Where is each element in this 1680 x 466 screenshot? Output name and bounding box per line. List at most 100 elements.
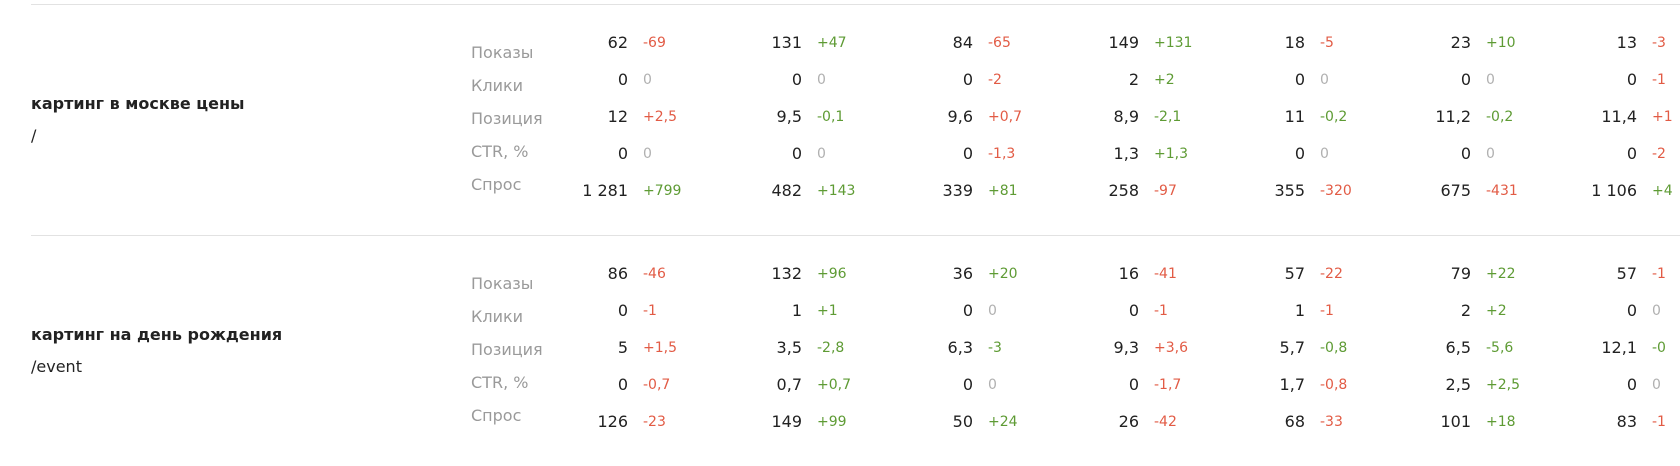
metric-value: 83 <box>1616 412 1637 431</box>
metric-value: 0 <box>617 70 628 89</box>
metric-value: 0 <box>1460 70 1471 89</box>
metric-value: 1 106 <box>1591 181 1637 200</box>
metric-value: 355 <box>1274 181 1305 200</box>
metric-value: 12 <box>607 107 628 126</box>
metric-value: 0 <box>617 301 628 320</box>
metric-delta: -1 <box>643 303 657 319</box>
query-path: /event <box>31 357 82 376</box>
query-path: / <box>31 126 37 145</box>
metric-label: Спрос <box>471 175 522 194</box>
metric-value: 5,7 <box>1279 338 1305 357</box>
metric-value: 339 <box>942 181 973 200</box>
metric-value: 126 <box>597 412 628 431</box>
metric-value: 5 <box>617 338 628 357</box>
metric-delta: 0 <box>1486 72 1495 88</box>
metric-delta: +47 <box>817 35 847 51</box>
metric-delta: +99 <box>817 414 847 430</box>
metric-label: Показы <box>471 274 534 293</box>
metric-value: 258 <box>1108 181 1139 200</box>
metric-value: 2 <box>1460 301 1471 320</box>
metric-delta: +2 <box>1154 72 1175 88</box>
metric-value: 0 <box>1626 301 1637 320</box>
metric-value: 0 <box>1294 144 1305 163</box>
metric-value: 0 <box>962 70 973 89</box>
metric-value: 9,6 <box>947 107 973 126</box>
metric-delta: -0,1 <box>817 109 845 125</box>
metric-value: 1,3 <box>1113 144 1139 163</box>
metric-delta: -97 <box>1154 183 1177 199</box>
metric-value: 131 <box>771 33 802 52</box>
metric-delta: 0 <box>1486 146 1495 162</box>
metric-value: 1 <box>1294 301 1305 320</box>
metric-value: 1 281 <box>582 181 628 200</box>
metric-value: 9,3 <box>1113 338 1139 357</box>
metric-delta: +24 <box>988 414 1018 430</box>
metric-delta: 0 <box>1652 303 1661 319</box>
metric-delta: -1 <box>1652 414 1666 430</box>
metric-delta: -0 <box>1652 340 1666 356</box>
metric-delta: 0 <box>817 72 826 88</box>
metric-value: 1,7 <box>1279 375 1305 394</box>
metric-value: 149 <box>771 412 802 431</box>
metric-delta: -0,2 <box>1486 109 1514 125</box>
metric-delta: -1 <box>1652 72 1666 88</box>
metric-delta: -431 <box>1486 183 1518 199</box>
metric-delta: +799 <box>643 183 682 199</box>
metric-value: 0 <box>962 375 973 394</box>
metric-delta: -1 <box>1154 303 1168 319</box>
metric-value: 675 <box>1440 181 1471 200</box>
metric-delta: +2 <box>1486 303 1507 319</box>
metric-label: Спрос <box>471 406 522 425</box>
metric-delta: -33 <box>1320 414 1343 430</box>
metric-value: 149 <box>1108 33 1139 52</box>
metric-delta: +1 <box>817 303 838 319</box>
metric-value: 79 <box>1450 264 1471 283</box>
metric-delta: -2,1 <box>1154 109 1182 125</box>
metric-delta: -46 <box>643 266 666 282</box>
metric-delta: 0 <box>1320 72 1329 88</box>
metric-value: 0 <box>617 144 628 163</box>
metric-label: CTR, % <box>471 142 529 161</box>
metric-value: 36 <box>952 264 973 283</box>
metric-delta: -2 <box>988 72 1002 88</box>
metric-delta: -320 <box>1320 183 1352 199</box>
metric-delta: -5 <box>1320 35 1334 51</box>
metric-delta: +1,5 <box>643 340 677 356</box>
metric-delta: -22 <box>1320 266 1343 282</box>
metric-value: 8,9 <box>1113 107 1139 126</box>
metric-delta: -5,6 <box>1486 340 1514 356</box>
metric-value: 57 <box>1616 264 1637 283</box>
metric-delta: 0 <box>643 72 652 88</box>
metric-delta: +143 <box>817 183 856 199</box>
metric-delta: 0 <box>988 303 997 319</box>
metric-value: 132 <box>771 264 802 283</box>
metric-delta: -0,7 <box>643 377 671 393</box>
query-title: картинг в москве цены <box>31 94 245 113</box>
metric-delta: +1 <box>1652 109 1673 125</box>
metric-delta: +20 <box>988 266 1018 282</box>
metric-delta: +0,7 <box>988 109 1022 125</box>
metric-label: Клики <box>471 307 524 326</box>
metric-delta: -2 <box>1652 146 1666 162</box>
metric-delta: +4 <box>1652 183 1673 199</box>
metric-value: 0,7 <box>776 375 802 394</box>
metric-delta: -0,2 <box>1320 109 1348 125</box>
metric-value: 26 <box>1118 412 1139 431</box>
metric-delta: -65 <box>988 35 1011 51</box>
metric-delta: -0,8 <box>1320 377 1348 393</box>
metric-delta: +3,6 <box>1154 340 1188 356</box>
metric-delta: -1,3 <box>988 146 1016 162</box>
metric-value: 62 <box>607 33 628 52</box>
metric-delta: +10 <box>1486 35 1516 51</box>
metric-delta: +18 <box>1486 414 1516 430</box>
metric-label: Показы <box>471 43 534 62</box>
metric-delta: -1 <box>1320 303 1334 319</box>
separator <box>31 4 1680 5</box>
metric-value: 50 <box>952 412 973 431</box>
metric-value: 84 <box>952 33 973 52</box>
metric-delta: 0 <box>988 377 997 393</box>
metric-value: 12,1 <box>1601 338 1637 357</box>
metric-value: 0 <box>617 375 628 394</box>
metric-delta: -3 <box>1652 35 1666 51</box>
